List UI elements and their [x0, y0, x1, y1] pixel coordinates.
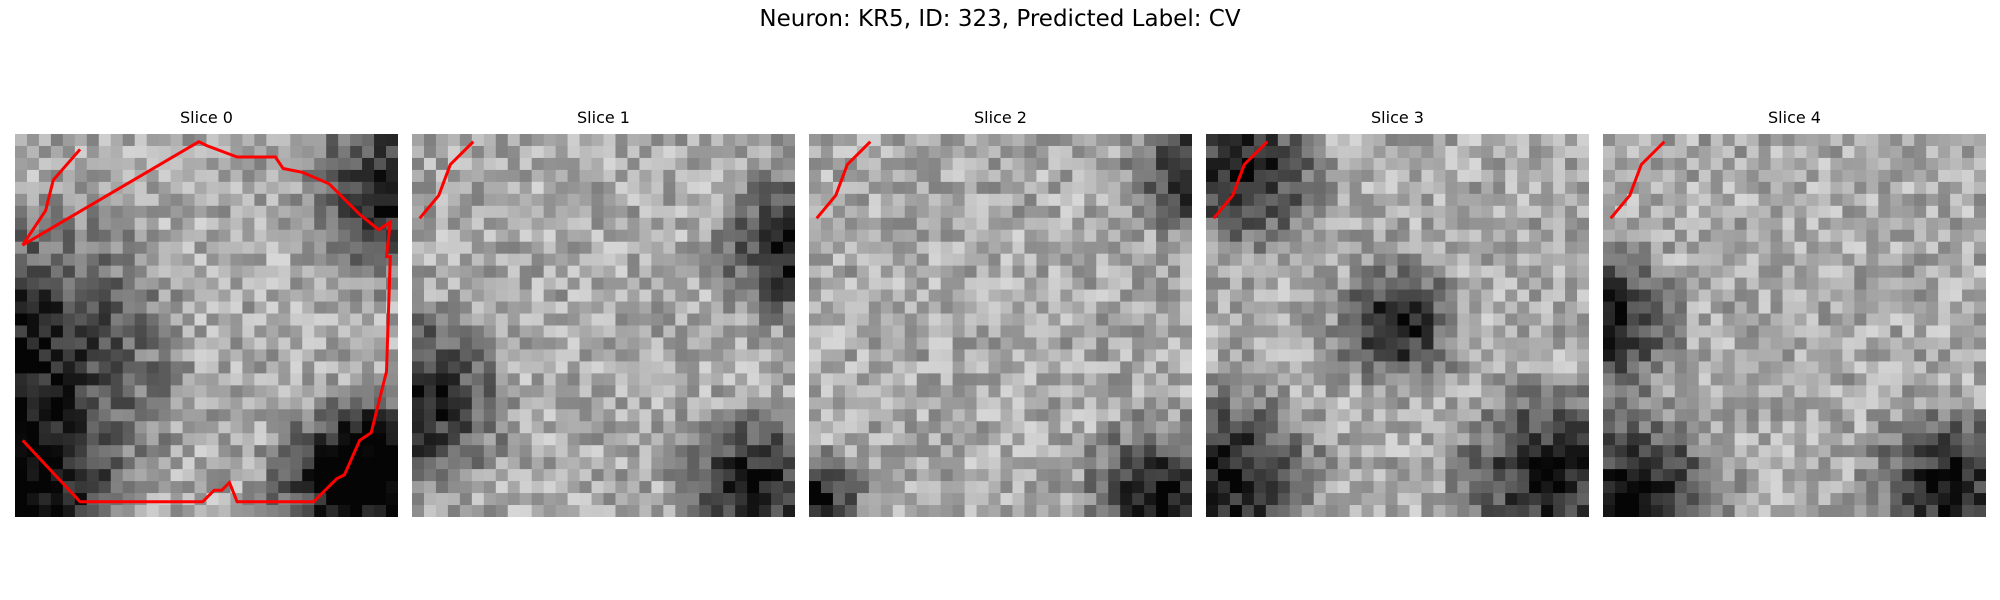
contour-line [21, 139, 393, 504]
slice-image [412, 134, 795, 517]
contour-line [815, 140, 872, 220]
slice-image [1206, 134, 1589, 517]
slice-title: Slice 3 [1371, 108, 1424, 127]
slice-title: Slice 2 [974, 108, 1027, 127]
contour-line [418, 140, 475, 220]
slice-image [809, 134, 1192, 517]
contour-line [1609, 140, 1666, 220]
slice-title: Slice 0 [180, 108, 233, 127]
contour-line [1212, 140, 1269, 220]
figure-title: Neuron: KR5, ID: 323, Predicted Label: C… [759, 6, 1241, 32]
slice-title: Slice 1 [577, 108, 630, 127]
slice-image [1603, 134, 1986, 517]
slice-image [15, 134, 398, 517]
slice-title: Slice 4 [1768, 108, 1821, 127]
